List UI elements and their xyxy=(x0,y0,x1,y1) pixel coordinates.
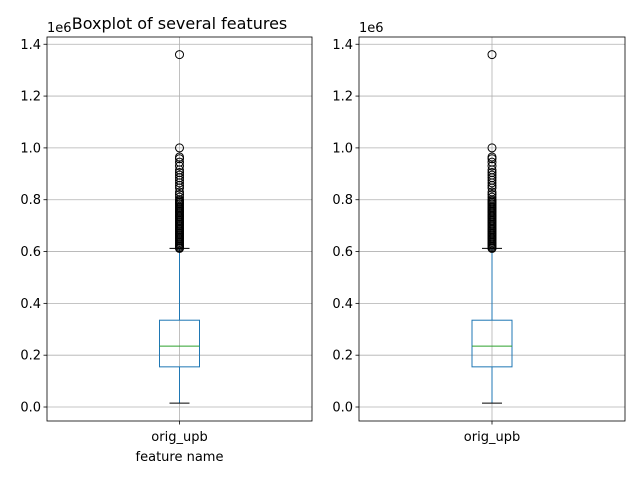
left-outlier-point xyxy=(175,187,184,197)
right-y-tick-label: 1.2 xyxy=(332,90,353,105)
left-outlier-point xyxy=(175,161,184,171)
right-outlier-point xyxy=(487,168,497,178)
left-y-tick-label: 1.0 xyxy=(20,141,41,156)
left-plot-area xyxy=(159,50,200,404)
left-outlier-point xyxy=(175,152,184,162)
left-box xyxy=(159,319,200,368)
right-outlier-point xyxy=(487,152,497,162)
right-y-scale-label: 1e6 xyxy=(359,21,384,36)
right-outlier-point xyxy=(487,170,497,180)
right-outlier-point xyxy=(487,192,497,202)
left-outlier-point xyxy=(175,157,184,167)
left-y-tick-label: 0.0 xyxy=(20,401,41,416)
left-y-tick-label: 1.2 xyxy=(20,90,41,105)
right-y-tick-label: 0.6 xyxy=(332,245,353,260)
right-y-tick-label: 0.2 xyxy=(332,349,353,364)
left-subplot: 0.0 0.2 0.4 0.6 0.8 1.0 1.2 1.4 orig_upb 1e6 fea… xyxy=(20,14,313,465)
left-outlier-point xyxy=(175,50,184,60)
x-axis-label: feature name xyxy=(136,450,224,465)
left-x-tick-label: orig_upb xyxy=(151,430,207,445)
right-outlier-point xyxy=(487,187,497,197)
right-y-tick-label: 0.8 xyxy=(332,193,353,208)
right-x-tick-label: orig_upb xyxy=(464,430,520,445)
right-plot-area xyxy=(471,50,513,404)
right-grid xyxy=(359,37,625,421)
right-box xyxy=(471,319,513,368)
chart-title: Boxplot of several features xyxy=(72,14,288,33)
left-y-tick-label: 0.6 xyxy=(20,245,41,260)
right-outlier-point xyxy=(487,50,497,60)
right-ticks: 0.0 0.2 0.4 0.6 0.8 1.0 1.2 1.4 orig_upb xyxy=(332,38,520,445)
right-subplot: 0.0 0.2 0.4 0.6 0.8 1.0 1.2 1.4 orig_upb 1e6 xyxy=(332,21,626,445)
right-outlier-point xyxy=(487,157,497,167)
left-outlier-point xyxy=(175,190,184,200)
left-ticks: 0.0 0.2 0.4 0.6 0.8 1.0 1.2 1.4 orig_upb xyxy=(20,38,207,445)
right-y-tick-label: 1.0 xyxy=(332,141,353,156)
left-outlier-point xyxy=(175,192,184,202)
left-y-tick-label: 0.2 xyxy=(20,349,41,364)
right-outlier-point xyxy=(487,190,497,200)
right-y-tick-label: 0.4 xyxy=(332,297,353,312)
right-outlier-point xyxy=(487,161,497,171)
right-y-tick-label: 1.4 xyxy=(332,38,353,53)
left-outlier-point xyxy=(175,170,184,180)
left-y-scale-label: 1e6 xyxy=(47,21,72,36)
left-outlier-point xyxy=(175,143,184,153)
right-outlier-point xyxy=(487,143,497,153)
left-y-tick-label: 0.8 xyxy=(20,193,41,208)
left-y-tick-label: 0.4 xyxy=(20,297,41,312)
right-y-tick-label: 0.0 xyxy=(332,401,353,416)
left-outlier-point xyxy=(175,168,184,178)
left-y-tick-label: 1.4 xyxy=(20,38,41,53)
